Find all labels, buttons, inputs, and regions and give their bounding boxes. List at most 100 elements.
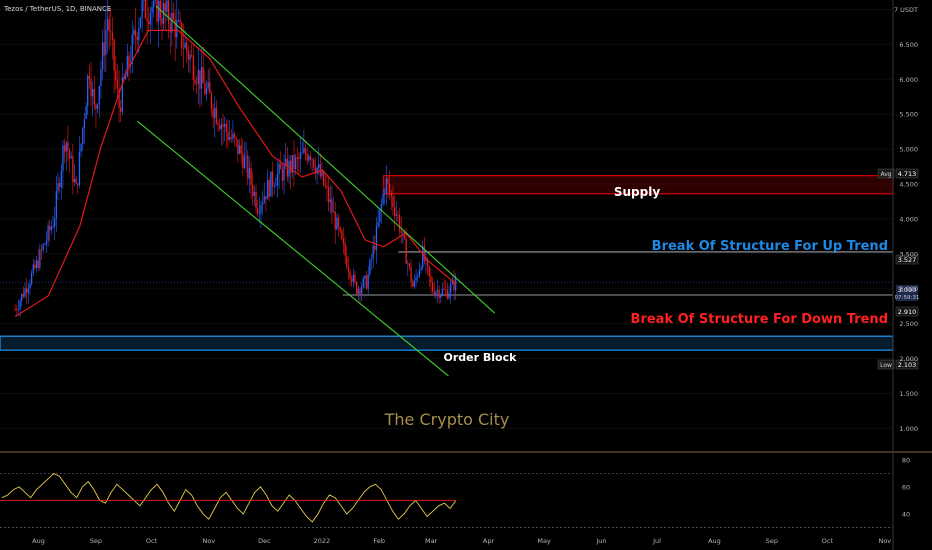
candle-body — [281, 169, 284, 181]
candle-body — [243, 156, 246, 168]
candle-body — [309, 156, 312, 160]
svg-text:4.713: 4.713 — [898, 170, 917, 178]
candle-body — [118, 88, 120, 108]
last-price-badge: 3.090 07:59:31 — [895, 285, 919, 301]
candle-body — [331, 199, 333, 213]
time-axis: Aug Sep Oct Nov Dec 2022 Feb Mar Apr May Jun Jul Aug… — [32, 537, 891, 545]
candle-body — [224, 124, 226, 127]
candle-body — [85, 106, 87, 120]
candle-body — [164, 3, 166, 12]
svg-text:3.527: 3.527 — [898, 256, 917, 264]
candle-body — [356, 282, 358, 294]
candle-body — [186, 42, 188, 52]
candle-body — [45, 240, 48, 245]
candle-body — [354, 274, 356, 283]
candle-body — [158, 0, 160, 22]
candle-body — [377, 222, 379, 226]
candle-body — [235, 137, 237, 140]
candle-body — [430, 276, 432, 283]
candle-body — [95, 104, 97, 109]
candle-body — [426, 258, 429, 267]
time-tick-label: Sep — [766, 537, 778, 545]
svg-text:3.090: 3.090 — [898, 286, 917, 294]
candle-body — [403, 231, 406, 239]
channel-upper-line — [155, 5, 496, 314]
watermark: The Crypto City — [384, 410, 510, 429]
candle-body — [451, 280, 454, 285]
order-block-label: Order Block — [444, 351, 518, 364]
candle-body — [336, 217, 338, 230]
candle-body — [225, 124, 227, 133]
candle-body — [445, 289, 447, 291]
candle-body — [316, 167, 318, 174]
candle-body — [398, 214, 401, 231]
price-tick-label: 1.500 — [899, 390, 918, 398]
candle-body — [303, 148, 305, 153]
candle-body — [431, 282, 434, 292]
candle-body — [179, 20, 181, 23]
candle-body — [172, 12, 175, 19]
candle-body — [50, 226, 53, 231]
time-tick-label: Dec — [258, 537, 271, 545]
candle-body — [30, 272, 33, 285]
candle-body — [27, 288, 29, 293]
candle-body — [77, 183, 79, 186]
candle-body — [210, 93, 213, 110]
candle-body — [369, 260, 371, 275]
candle-body — [435, 291, 437, 296]
ema-line — [14, 29, 457, 318]
candle-body — [35, 260, 38, 269]
candle-body — [34, 264, 36, 269]
candle-body — [110, 31, 112, 33]
candle-body — [446, 290, 449, 299]
candle-body — [359, 288, 361, 294]
order-block-zone — [0, 335, 894, 351]
candle-body — [327, 187, 330, 203]
supply-label: Supply — [614, 185, 660, 199]
candle-body — [113, 39, 115, 71]
candle-body — [16, 309, 18, 311]
candle-body — [144, 0, 147, 19]
candle-body — [103, 42, 105, 56]
candle-body — [111, 32, 114, 40]
price-tick-label: 4.000 — [899, 215, 918, 223]
candle-body — [177, 20, 180, 21]
candle-body — [334, 211, 336, 230]
candle-body — [265, 196, 267, 200]
candle-body — [138, 27, 140, 41]
candle-body — [294, 157, 297, 170]
candle-body — [314, 167, 317, 174]
candle-body — [329, 199, 331, 203]
candle-body — [400, 230, 402, 233]
price-tick-label: 3.500 — [899, 250, 918, 258]
candle-body — [212, 109, 214, 118]
price-tick-label: 1.000 — [899, 425, 918, 433]
candle-body — [134, 29, 137, 37]
symbol-header: Tezos / TetherUS, 1D, BINANCE — [3, 5, 111, 13]
candle-body — [222, 124, 224, 127]
candle-body — [276, 173, 279, 186]
channel-lower-line — [136, 120, 449, 377]
candle-body — [253, 191, 256, 196]
candle-body — [60, 170, 62, 188]
candle-body — [40, 249, 43, 251]
candle-body — [167, 0, 170, 24]
candle-body — [365, 275, 368, 289]
candle-body — [422, 246, 424, 268]
candle-body — [453, 280, 455, 291]
candle-body — [268, 180, 270, 197]
candle-body — [39, 249, 41, 268]
candle-body — [242, 153, 244, 168]
svg-text:2.103: 2.103 — [898, 361, 917, 369]
price-tick-label: 3.000 — [899, 285, 918, 293]
candle-body — [156, 0, 158, 22]
candle-body — [204, 83, 206, 95]
candle-body — [362, 278, 364, 288]
price-axis: 7 USDT 6.500 6.000 5.500 5.000 4.500 4.000 3.50… — [892, 0, 918, 550]
candle-body — [44, 244, 46, 245]
candle-body — [205, 88, 208, 95]
candle-body — [441, 288, 444, 295]
price-tick-label: 2.000 — [899, 355, 918, 363]
candle-body — [389, 183, 391, 193]
